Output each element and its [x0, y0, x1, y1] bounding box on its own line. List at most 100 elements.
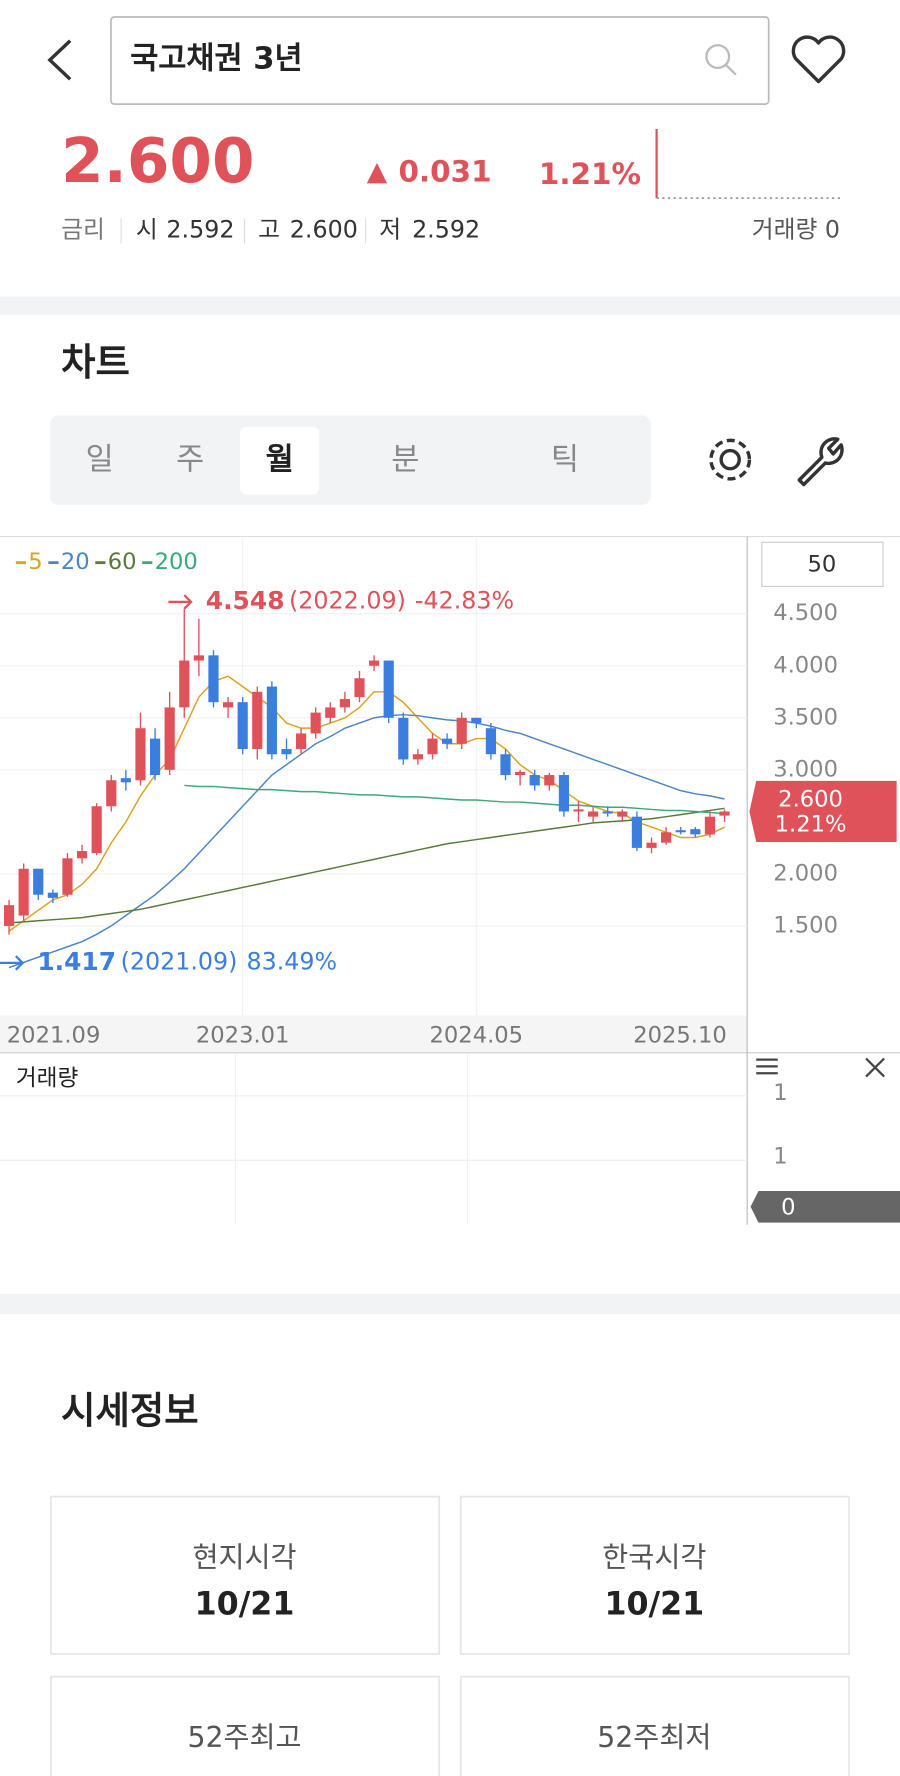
info-card	[50, 1675, 441, 1776]
rate-label: 금리	[61, 215, 105, 243]
x-tick-label: 2025.10	[633, 1022, 727, 1048]
x-tick-label: 2021.09	[7, 1022, 101, 1048]
candle-body	[646, 842, 657, 848]
candle-body	[354, 678, 365, 697]
open-label: 시	[136, 215, 158, 243]
tab[interactable]: 분	[391, 442, 419, 477]
volume-title: 거래량	[16, 1065, 79, 1091]
volume-tick: 1	[773, 1143, 787, 1169]
candle-body	[237, 702, 248, 750]
tab[interactable]: 주	[176, 442, 204, 477]
tab-bar	[49, 415, 651, 505]
close-icon[interactable]	[865, 1057, 885, 1078]
legend-label: 200	[155, 549, 198, 575]
info-card	[459, 1495, 850, 1655]
change: 0.031	[398, 155, 491, 189]
x-tick-label: 2023.01	[196, 1022, 290, 1048]
tab-selected-bg	[240, 426, 320, 495]
search-icon[interactable]	[705, 44, 731, 70]
legend-label: 60	[108, 549, 137, 575]
note-arrow	[0, 955, 25, 971]
candle-body	[62, 858, 73, 895]
candle-body	[456, 717, 467, 744]
x-tick-label: 2024.05	[430, 1022, 524, 1048]
note-change: 83.49%	[247, 947, 338, 975]
back-button[interactable]	[47, 39, 72, 81]
gear-outer	[709, 438, 752, 481]
candle-body	[661, 832, 672, 843]
search-text: 국고채권 3년	[130, 42, 302, 77]
legend-label: 20	[61, 549, 90, 575]
favorite-button[interactable]	[791, 35, 846, 84]
candle-body	[690, 829, 701, 835]
y-tick-label: 4.000	[773, 652, 838, 678]
section-title: 차트	[61, 340, 130, 384]
price: 2.600	[61, 126, 254, 197]
candle-body	[544, 775, 555, 786]
candle-body	[179, 660, 190, 708]
section-title: 시세정보	[61, 1388, 198, 1432]
y-tick-label: 1.500	[773, 912, 838, 938]
up-triangle	[366, 163, 388, 184]
volume-tick: 0	[781, 1194, 795, 1220]
candle-body	[208, 655, 219, 703]
candle-body	[3, 905, 15, 926]
candle-body	[515, 771, 526, 776]
divider-band	[0, 296, 900, 315]
open-value: 2.592	[166, 215, 234, 243]
info-card	[459, 1675, 850, 1776]
candle-body	[558, 775, 570, 812]
candle-body	[33, 868, 44, 895]
candle-body	[76, 851, 88, 859]
tab-selected[interactable]: 월	[266, 442, 294, 477]
ma-line	[9, 807, 725, 924]
menu-icon[interactable]	[756, 1058, 778, 1075]
candle-body	[339, 699, 350, 708]
tab[interactable]: 틱	[551, 442, 579, 477]
gear-inner	[719, 448, 741, 471]
candle-body	[149, 738, 161, 776]
quote-row: 금리 시 2.592 고 2.600 저 2.592 거래량 0	[61, 215, 840, 243]
candle-body	[588, 811, 599, 817]
candle-body	[193, 655, 204, 661]
search-box[interactable]	[110, 16, 770, 105]
note-date: (2022.09)	[289, 586, 406, 614]
candle-body	[252, 691, 263, 750]
low-value: 2.592	[412, 215, 480, 243]
candle-body	[427, 738, 438, 755]
badge-price: 2.600	[778, 787, 843, 813]
candle-body	[485, 728, 496, 755]
y-tick-label: 3.500	[773, 704, 838, 730]
candle-body	[164, 707, 175, 770]
high-value: 2.600	[290, 215, 358, 243]
volume-tick: 1	[773, 1080, 787, 1106]
ma-line	[8, 713, 725, 969]
candle-body	[135, 728, 146, 781]
tool-button[interactable]	[797, 437, 844, 487]
info-card	[50, 1495, 441, 1655]
candle-body	[310, 712, 321, 734]
period-box[interactable]	[761, 541, 884, 587]
price-badge	[749, 780, 897, 843]
candle-body	[266, 686, 277, 755]
note-arrow	[168, 594, 193, 610]
candle-body	[222, 702, 234, 708]
volume-badge	[750, 1190, 900, 1223]
y-tick-label: 3.000	[773, 756, 838, 782]
candle-body	[120, 778, 131, 783]
candle-body	[704, 816, 716, 835]
candle-body	[325, 707, 336, 718]
note-value: 4.548	[206, 586, 285, 615]
card-label: 52주최고	[187, 1721, 301, 1754]
candle-body	[412, 754, 423, 760]
high-label: 고	[258, 215, 280, 243]
volume-value: 0	[825, 215, 840, 243]
note-value: 1.417	[37, 947, 116, 976]
ma-line	[184, 784, 725, 815]
tab[interactable]: 일	[86, 442, 114, 477]
note-date: (2021.09)	[121, 947, 238, 975]
settings-button[interactable]	[709, 438, 752, 481]
candle-body	[368, 660, 380, 666]
